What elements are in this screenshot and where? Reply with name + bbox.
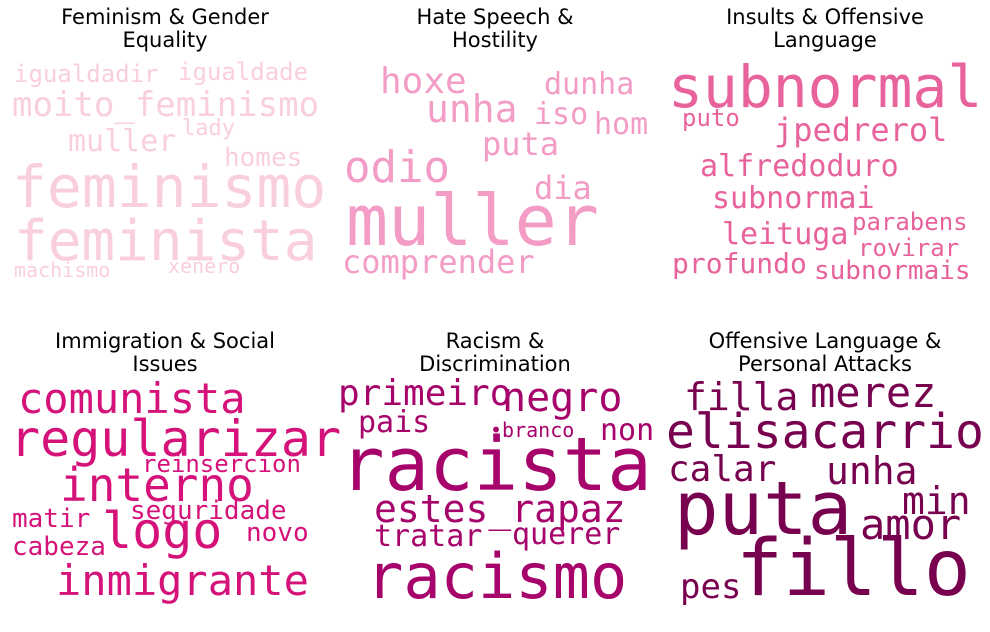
word-xenero: xenero [168,254,241,278]
word-hom: hom [594,107,649,142]
panel-immigration: Immigration & Social Issues comunista re… [0,324,341,632]
word-cloud: subnormal puto jpedrerol alfredoduro sub… [660,58,990,288]
word-dunha: dunha [544,67,635,102]
word-odio: odio [344,142,450,193]
word-feminismo: feminismo [12,153,327,221]
word-interno: interno [60,458,254,512]
panel-offensive-attacks: Offensive Language & Personal Attacks fi… [660,324,990,632]
word-novo: novo [246,518,309,548]
panel-title-line-2: Issues [132,352,198,376]
panel-title-line-2: Language [773,28,877,52]
panel-title-line-1: Insults & Offensive [726,5,924,29]
word-leituga: leituga [722,217,849,252]
panel-title-line-1: Offensive Language & [708,329,942,353]
panel-hate-speech: Hate Speech & Hostility hoxe dunha unha … [330,0,660,308]
word-cloud: primeiro negro pais •branco non racista … [330,376,660,613]
word-racista: racista [340,422,652,508]
word-alfredoduro: alfredoduro [700,149,899,184]
word-negro: negro [502,375,623,421]
word-cloud: igualdadir igualdade moito_feminismo lad… [0,58,330,288]
word-puto: puto [682,104,740,132]
panel-title-line-2: Discrimination [419,352,571,376]
word-merez: merez [810,368,937,417]
panel-title-line-2: Hostility [452,28,538,52]
panel-insults: Insults & Offensive Language subnormal p… [660,0,990,308]
panel-title: Insults & Offensive Language [660,6,990,52]
word-jpedrerol: jpedrerol [774,111,948,149]
panel-racism: Racism & Discrimination primeiro negro p… [330,324,660,632]
word-hoxe: hoxe [380,61,467,102]
word-querer: querer [512,517,621,552]
panel-title: Feminism & Gender Equality [0,6,330,52]
word-fillo: fillo [736,524,971,614]
panel-feminism: Feminism & Gender Equality igualdadir ig… [0,0,330,308]
word-branco: •branco [490,418,575,442]
word-elisacarrio: elisacarrio [666,404,984,460]
word-muller: muller [346,180,599,262]
word-parabens: parabens [852,208,968,236]
panel-title-line-2: Personal Attacks [738,352,912,376]
word-subnormal: subnormal [668,53,983,121]
word-calar: calar [668,449,777,490]
word-unha: unha [426,87,518,131]
word-pes: pes [680,567,742,607]
word-igualdadir: igualdadir [14,60,159,88]
word-subnormai: subnormai [712,181,875,216]
word-lady: lady [182,116,235,141]
word-homes: homes [224,143,303,173]
panel-title: Offensive Language & Personal Attacks [660,330,990,376]
word-cabeza: cabeza [12,532,106,562]
word-primeiro: primeiro [338,373,512,414]
word-machismo: machismo [14,258,111,282]
panel-title-line-2: Equality [122,28,208,52]
word-seguridade: seguridade [130,496,287,526]
word-logo: logo [102,502,223,560]
word-matir: matir [12,504,91,534]
word-cloud: comunista regularizar reinsercion intern… [0,378,341,612]
word-amor: amor [860,500,962,549]
panel-title-line-1: Feminism & Gender [61,5,269,29]
word-profundo: profundo [672,247,807,280]
word-min: min [902,479,971,523]
panel-title-line-1: Hate Speech & [416,5,574,29]
word-inmigrante: inmigrante [56,556,309,605]
word-regularizar: regularizar [10,410,342,468]
word-racismo: racismo [366,540,628,613]
word-tratar: tratar [374,519,483,554]
panel-title: Immigration & Social Issues [0,330,330,376]
word-cloud: hoxe dunha unha iso hom puta odio dia mu… [330,58,660,288]
panel-title: Racism & Discrimination [330,330,660,376]
word-igualdade: igualdade [178,58,309,86]
word-filla: filla [684,375,799,419]
word-rovirar: rovirar [858,234,960,262]
word-puta: puta [674,466,853,552]
panel-title: Hate Speech & Hostility [330,6,660,52]
word-comprender: comprender [342,243,535,281]
word-comunista: comunista [18,374,246,423]
panel-title-line-1: Immigration & Social [55,329,275,353]
word-non: non [600,413,655,448]
word-subnormais: subnormais [814,256,971,286]
word-muller: muller [68,124,177,159]
word-dia: dia [534,169,592,207]
word-cloud: filla merez elisacarrio calar unha min p… [660,372,990,614]
word-feminista: feminista [14,209,318,274]
word-reinsercion: reinsercion [142,450,301,478]
word-puta: puta [482,125,560,163]
word-iso: iso [534,97,589,132]
word-moito-feminismo: moito_feminismo [12,85,320,125]
word-estes-rapaz: estes_rapaz [374,487,626,531]
word-unha: unha [826,449,918,493]
panel-title-line-1: Racism & [445,329,545,353]
word-pais: pais [358,405,431,440]
